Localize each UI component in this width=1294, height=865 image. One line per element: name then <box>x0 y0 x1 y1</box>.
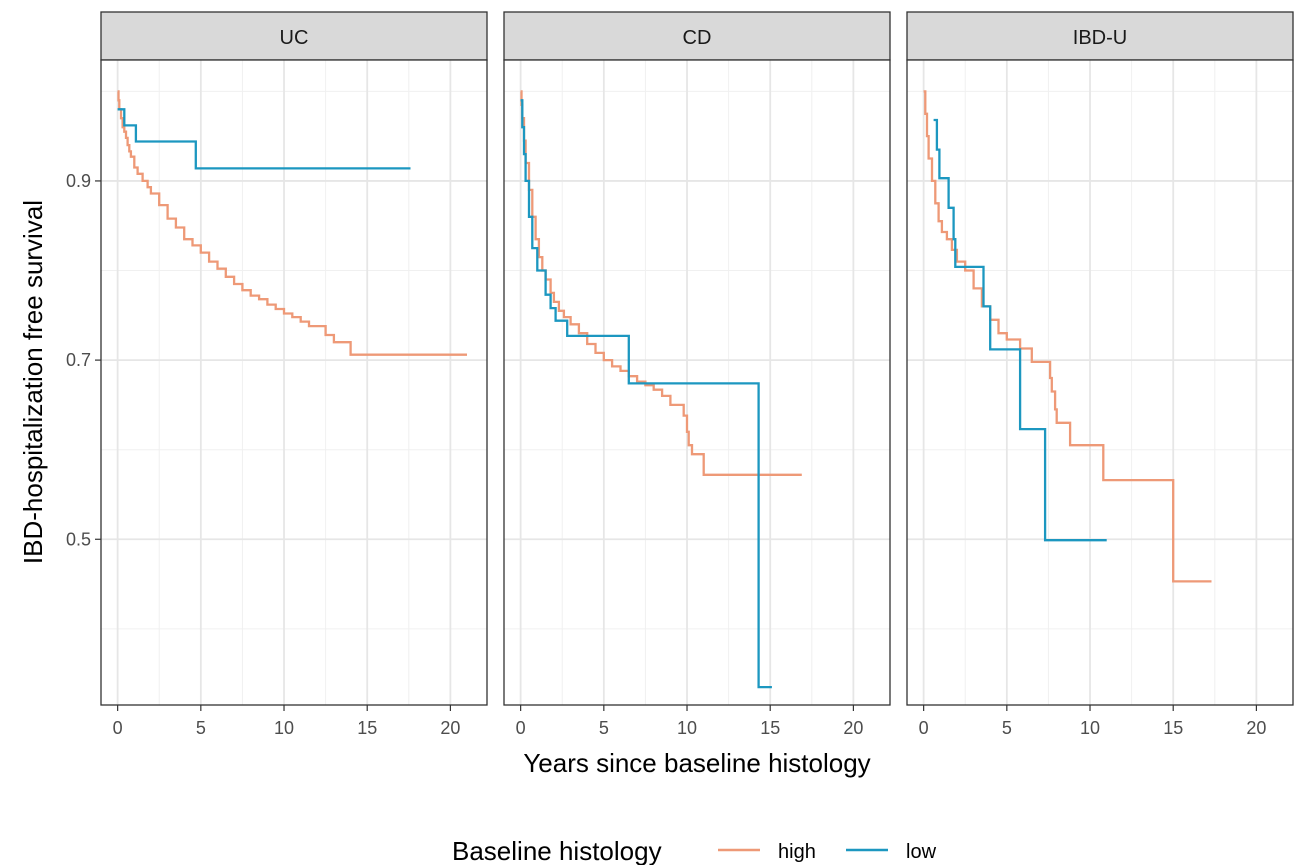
x-tick-label: 20 <box>440 718 460 738</box>
legend-label-low: low <box>906 841 937 863</box>
panel-cd: CD 0 5 10 15 20 <box>503 11 891 738</box>
strip-ibd-u <box>906 11 1294 61</box>
x-axis-title: Years since baseline histology <box>523 748 870 778</box>
x-tick-label: 5 <box>196 718 206 738</box>
y-tick-label: 0.7 <box>66 350 91 370</box>
strip-uc <box>100 11 488 61</box>
legend-title: Baseline histology <box>452 836 662 865</box>
legend: Baseline histology high low <box>452 836 937 865</box>
x-tick-label: 15 <box>357 718 377 738</box>
x-tick-label: 5 <box>599 718 609 738</box>
x-tick-label: 15 <box>1163 718 1183 738</box>
series-cd-low <box>520 99 772 689</box>
y-axis-title: IBD-hospitalization free survival <box>18 200 48 564</box>
y-tick-label: 0.5 <box>66 529 91 549</box>
series-uc-low <box>117 108 411 170</box>
panel-background-ibd-u <box>907 60 1293 705</box>
series-cd-high <box>520 90 802 476</box>
panel-border-cd <box>503 59 891 706</box>
x-tick-label: 20 <box>843 718 863 738</box>
x-tick-label: 20 <box>1246 718 1266 738</box>
series-ibd-u-low <box>933 118 1107 542</box>
panel-uc: UC 0 5 10 15 20 0.5 0.7 0.9 <box>66 11 488 738</box>
x-tick-label: 5 <box>1002 718 1012 738</box>
panel-ibd-u: IBD-U 0 5 10 15 20 <box>906 11 1294 738</box>
y-tick-label: 0.9 <box>66 171 91 191</box>
x-tick-label: 10 <box>677 718 697 738</box>
x-tick-label: 10 <box>1080 718 1100 738</box>
legend-label-high: high <box>778 841 816 863</box>
x-tick-label: 0 <box>919 718 929 738</box>
series-uc-high <box>117 90 467 356</box>
x-tick-label: 0 <box>516 718 526 738</box>
strip-label-ibd-u: IBD-U <box>1073 27 1127 49</box>
x-tick-label: 10 <box>274 718 294 738</box>
x-tick-label: 15 <box>760 718 780 738</box>
strip-label-uc: UC <box>280 27 309 49</box>
panel-border-uc <box>100 59 488 706</box>
strip-label-cd: CD <box>683 27 712 49</box>
panels-layer: UC 0 5 10 15 20 0.5 0.7 0.9 CD 0 5 10 15 20 IBD-U 0 5 10 15… <box>66 11 1294 738</box>
panel-border-ibd-u <box>906 59 1294 706</box>
x-tick-label: 0 <box>113 718 123 738</box>
